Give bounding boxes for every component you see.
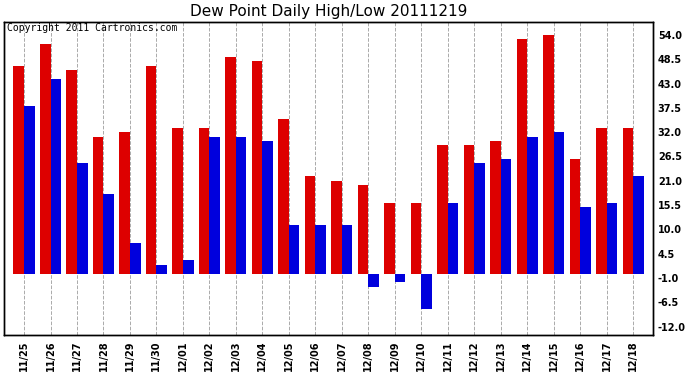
Bar bbox=[622, 128, 633, 273]
Bar bbox=[448, 203, 458, 273]
Bar bbox=[422, 273, 432, 309]
Bar bbox=[209, 136, 220, 273]
Bar bbox=[437, 146, 448, 273]
Bar bbox=[24, 106, 34, 273]
Bar bbox=[607, 203, 618, 273]
Bar bbox=[66, 70, 77, 273]
Bar bbox=[199, 128, 209, 273]
Bar bbox=[342, 225, 353, 273]
Bar bbox=[278, 119, 289, 273]
Bar bbox=[40, 44, 50, 273]
Bar bbox=[490, 141, 501, 273]
Bar bbox=[172, 128, 183, 273]
Bar bbox=[130, 243, 141, 273]
Bar bbox=[395, 273, 405, 282]
Bar bbox=[13, 66, 24, 273]
Bar bbox=[569, 159, 580, 273]
Bar bbox=[580, 207, 591, 273]
Bar bbox=[331, 181, 342, 273]
Bar bbox=[50, 79, 61, 273]
Bar bbox=[252, 62, 262, 273]
Bar bbox=[262, 141, 273, 273]
Bar bbox=[226, 57, 236, 273]
Bar bbox=[596, 128, 607, 273]
Bar bbox=[289, 225, 299, 273]
Bar bbox=[527, 136, 538, 273]
Bar bbox=[315, 225, 326, 273]
Bar bbox=[183, 260, 193, 273]
Bar bbox=[357, 185, 368, 273]
Title: Dew Point Daily High/Low 20111219: Dew Point Daily High/Low 20111219 bbox=[190, 4, 467, 19]
Bar bbox=[368, 273, 379, 287]
Bar bbox=[464, 146, 474, 273]
Bar bbox=[146, 66, 157, 273]
Bar bbox=[104, 194, 114, 273]
Bar bbox=[93, 136, 104, 273]
Bar bbox=[384, 203, 395, 273]
Bar bbox=[543, 35, 553, 273]
Bar bbox=[474, 163, 485, 273]
Bar bbox=[236, 136, 246, 273]
Bar bbox=[157, 265, 167, 273]
Bar bbox=[119, 132, 130, 273]
Bar bbox=[77, 163, 88, 273]
Bar bbox=[411, 203, 422, 273]
Bar bbox=[517, 39, 527, 273]
Bar bbox=[553, 132, 564, 273]
Bar bbox=[305, 176, 315, 273]
Bar bbox=[501, 159, 511, 273]
Bar bbox=[633, 176, 644, 273]
Text: Copyright 2011 Cartronics.com: Copyright 2011 Cartronics.com bbox=[8, 23, 178, 33]
